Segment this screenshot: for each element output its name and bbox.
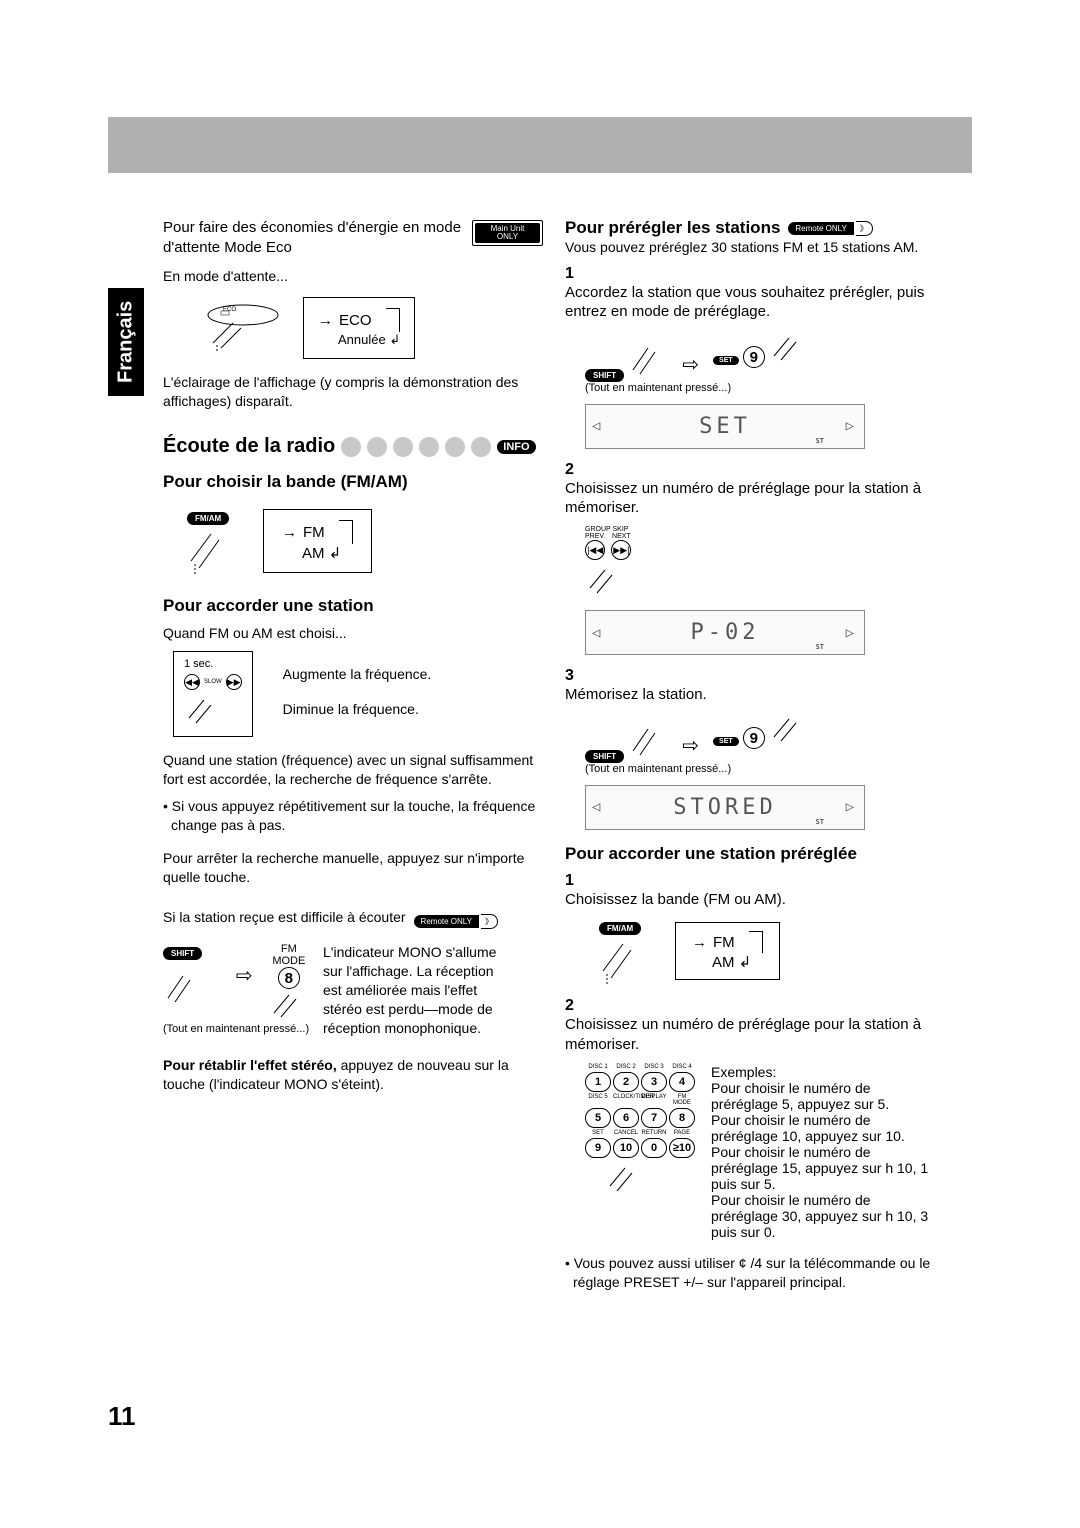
dot-icon [419, 437, 439, 457]
header-bar [108, 117, 972, 173]
dot-icon [341, 437, 361, 457]
info-badge: INFO [497, 440, 535, 454]
step-num: 2 [565, 997, 583, 1015]
eco-figure: ECO → ECO Annulée ↲ [163, 293, 543, 363]
example-4: Pour choisir le numéro de préréglage 30,… [711, 1192, 931, 1240]
dot-icon [367, 437, 387, 457]
eco-note: L'éclairage de l'affichage (y compris la… [163, 373, 543, 411]
tune-when: Quand FM ou AM est choisi... [163, 624, 543, 643]
tune-heading: Pour accorder une station [163, 596, 543, 616]
band-heading: Pour choisir la bande (FM/AM) [163, 472, 543, 492]
step2-text: Choisissez un numéro de préréglage pour … [565, 479, 938, 518]
preset-fig1: SHIFT ⇨ SET 9 (Tout en maintenant pressé… [565, 332, 960, 394]
step-num: 3 [565, 667, 583, 685]
tune-autostop: Quand une station (fréquence) avec un si… [163, 751, 543, 789]
preset-capacity: Vous pouvez préréglez 30 stations FM et … [565, 238, 960, 257]
eco-intro: Pour faire des économies d'énergie en mo… [163, 218, 472, 259]
eco-mode-line: En mode d'attente... [163, 267, 543, 286]
preset-heading: Pour prérégler les stations [565, 218, 780, 238]
page-number: 11 [108, 1401, 136, 1432]
keypad-figure: DISC 1 DISC 2 DISC 3 DISC 4 1 2 3 4 DISC… [585, 1064, 695, 1240]
mono-desc: L'indicateur MONO s'allume sur l'afficha… [323, 943, 513, 1037]
dot-icon [393, 437, 413, 457]
language-tab: Français [108, 288, 144, 396]
svg-text:ECO: ECO [223, 307, 236, 313]
example-3: Pour choisir le numéro de préréglage 15,… [711, 1144, 931, 1192]
mono-restore: Pour rétablir l'effet stéréo, Pour rétab… [163, 1056, 543, 1094]
step-num: 1 [565, 872, 583, 890]
lcd-stored: ◁ STORED ST ▷ [585, 785, 865, 830]
lcd-p02: ◁ P-02 ST ▷ [585, 610, 865, 655]
example-1: Pour choisir le numéro de préréglage 5, … [711, 1080, 931, 1112]
tune-stepnote: • Si vous appuyez répétitivement sur la … [163, 797, 543, 835]
remote-only-badge: Remote ONLY》 [788, 221, 872, 236]
dot-icon [471, 437, 491, 457]
eco-label: ECO [339, 312, 372, 329]
remote-only-badge: Remote ONLY》 [414, 914, 498, 929]
step1-text: Accordez la station que vous souhaitez p… [565, 283, 938, 322]
lcd-set: ◁ SET ST ▷ [585, 404, 865, 449]
alt-note: • Vous pouvez aussi utiliser ¢ /4 sur la… [565, 1254, 960, 1292]
preset-fig3: SHIFT ⇨ SET 9 (Tout en maintenant pressé… [565, 713, 960, 775]
example-2: Pour choisir le numéro de préréglage 10,… [711, 1112, 931, 1144]
tune-figure: 1 sec. ◀◀ SLOW ▶▶ Augmente la fréquence.… [163, 651, 543, 741]
mono-figure: SHIFT ⇨ FM MODE 8 (Tout en maintenant pr… [163, 943, 543, 1045]
eco-cancel: Annulée ↲ [338, 332, 400, 348]
dot-icon [445, 437, 465, 457]
tp-step1: Choisissez la bande (FM ou AM). [565, 890, 938, 910]
step3-text: Mémorisez la station. [565, 685, 938, 705]
left-column: Pour faire des économies d'énergie en mo… [163, 218, 543, 1102]
tp-band-figure: FM/AM → FM AM ↲ [565, 915, 960, 987]
preset-fig2: GROUP SKIP PREV.|◀◀ NEXT▶▶| [565, 526, 960, 601]
tp-step2: Choisissez un numéro de préréglage pour … [565, 1015, 938, 1054]
tune-preset-heading: Pour accorder une station préréglée [565, 844, 960, 864]
examples-label: Exemples: [711, 1064, 931, 1080]
right-column: Pour prérégler les stations Remote ONLY》… [565, 218, 960, 1292]
step-num: 2 [565, 461, 583, 479]
section-title-radio: Écoute de la radio [163, 435, 335, 458]
band-figure: FM/AM → FM AM ↲ [163, 500, 543, 582]
mono-intro: Si la station reçue est difficile à écou… [163, 908, 406, 927]
main-unit-badge: Main Unit ONLY [472, 220, 543, 246]
tune-stopsearch: Pour arrêter la recherche manuelle, appu… [163, 849, 543, 887]
step-num: 1 [565, 265, 583, 283]
